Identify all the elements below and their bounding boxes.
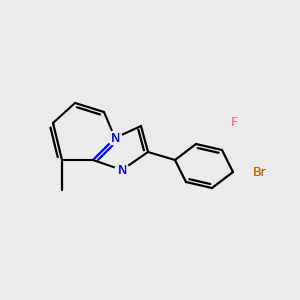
Circle shape [228, 117, 240, 129]
Circle shape [115, 163, 129, 177]
Text: Br: Br [253, 166, 267, 178]
Text: Br: Br [253, 166, 267, 178]
Circle shape [249, 162, 269, 182]
Text: N: N [117, 164, 127, 176]
Text: N: N [117, 164, 127, 176]
Text: F: F [230, 116, 238, 130]
Text: F: F [230, 116, 238, 130]
Text: N: N [110, 131, 120, 145]
Circle shape [108, 131, 122, 145]
Text: N: N [110, 131, 120, 145]
